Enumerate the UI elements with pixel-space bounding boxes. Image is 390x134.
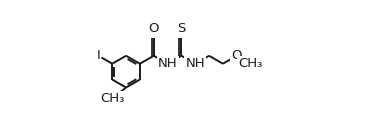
Text: O: O	[231, 49, 242, 62]
Text: NH: NH	[158, 57, 177, 70]
Text: I: I	[97, 49, 100, 62]
Text: NH: NH	[186, 57, 205, 70]
Text: O: O	[149, 23, 159, 36]
Text: CH₃: CH₃	[238, 57, 263, 70]
Text: CH₃: CH₃	[100, 92, 124, 105]
Text: S: S	[177, 23, 186, 36]
